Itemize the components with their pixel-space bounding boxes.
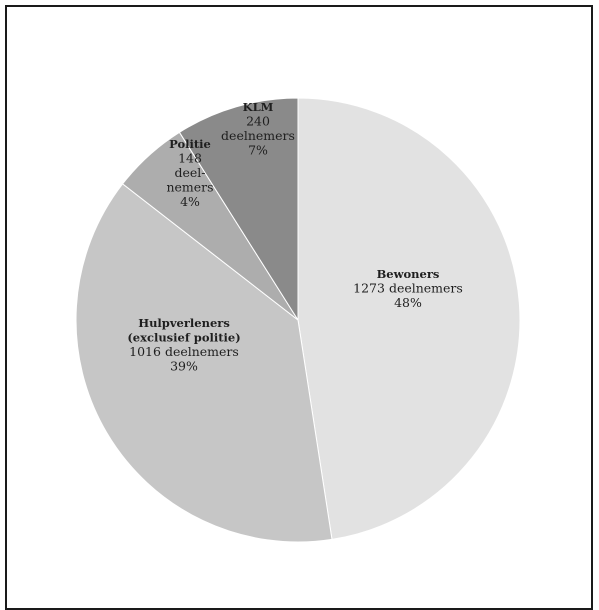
pie-slice-klm: [178, 97, 299, 322]
slice-label-line: 1273 deelnemers: [353, 281, 463, 296]
slice-label-line: Bewoners: [377, 267, 440, 281]
slice-label-line: KLM: [243, 100, 274, 114]
pie-slice-hulpverleners: [75, 183, 333, 543]
slice-label-line: 148: [178, 151, 202, 166]
slice-label-line: 1016 deelnemers: [129, 344, 239, 359]
slice-label-line: Hulpverleners: [138, 316, 230, 330]
slice-label-line: 240: [246, 114, 270, 129]
slice-label-line: deelnemers: [221, 128, 295, 143]
slice-label-line: 7%: [248, 143, 268, 158]
slice-label-line: 39%: [170, 359, 198, 374]
pie-slice-bewoners: [297, 97, 521, 540]
slice-label-line: (exclusief politie): [127, 331, 240, 345]
pie-slices: [75, 97, 521, 543]
slice-label-line: nemers: [166, 180, 213, 195]
slice-label-line: Politie: [169, 137, 211, 151]
slice-label-line: 4%: [180, 194, 200, 209]
slice-label-line: 48%: [394, 295, 422, 310]
slice-label-line: deel-: [174, 165, 205, 180]
slice-label-hulpverleners: Hulpverleners(exclusief politie)1016 dee…: [127, 316, 240, 374]
